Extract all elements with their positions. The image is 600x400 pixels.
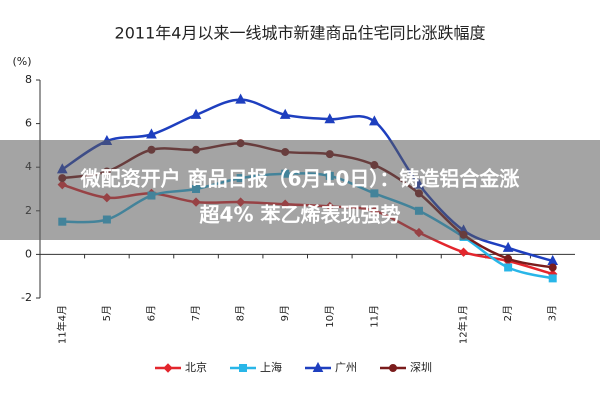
x-tick-label: 6月 (145, 305, 157, 321)
x-tick-label: 12年1月 (457, 305, 470, 344)
x-tick-label: 3月 (547, 305, 559, 321)
legend-label: 广州 (335, 361, 357, 374)
marker (324, 113, 336, 124)
legend-label: 上海 (260, 360, 282, 374)
marker (504, 263, 513, 272)
x-tick-label: 5月 (101, 305, 113, 321)
marker (239, 364, 247, 372)
marker (190, 108, 202, 119)
overlay-text: 微配资开户 商品日报（6月10日）：铸造铝合金涨 (80, 167, 520, 191)
x-tick-label: 7月 (190, 305, 202, 321)
y-unit: (%) (12, 55, 31, 68)
x-tick-label: 11月 (368, 305, 380, 328)
marker (458, 247, 469, 257)
x-tick-label: 10月 (324, 305, 336, 328)
marker (279, 108, 291, 119)
legend-label: 深圳 (410, 361, 432, 374)
y-tick-label: 6 (25, 117, 32, 130)
overlay-band (0, 140, 600, 240)
x-tick-label: 9月 (279, 305, 291, 321)
x-tick-label: 8月 (235, 305, 247, 321)
x-tick-label: 2月 (502, 305, 514, 321)
marker (389, 364, 397, 372)
marker (548, 263, 557, 272)
marker (502, 241, 514, 252)
x-tick-label: 11年4月 (55, 305, 68, 344)
y-tick-label: 8 (25, 73, 32, 86)
marker (312, 361, 324, 372)
marker (504, 254, 513, 263)
legend-label: 北京 (185, 360, 207, 374)
marker (163, 363, 173, 373)
chart-title: 2011年4月以来一线城市新建商品住宅同比涨跌幅度 (115, 24, 486, 43)
marker (146, 128, 157, 139)
overlay-text: 超4% 苯乙烯表现强势 (199, 203, 401, 227)
marker (548, 274, 557, 283)
marker (369, 115, 380, 126)
y-tick-label: 0 (25, 247, 32, 260)
marker (235, 93, 246, 104)
y-tick-label: -2 (21, 291, 32, 304)
